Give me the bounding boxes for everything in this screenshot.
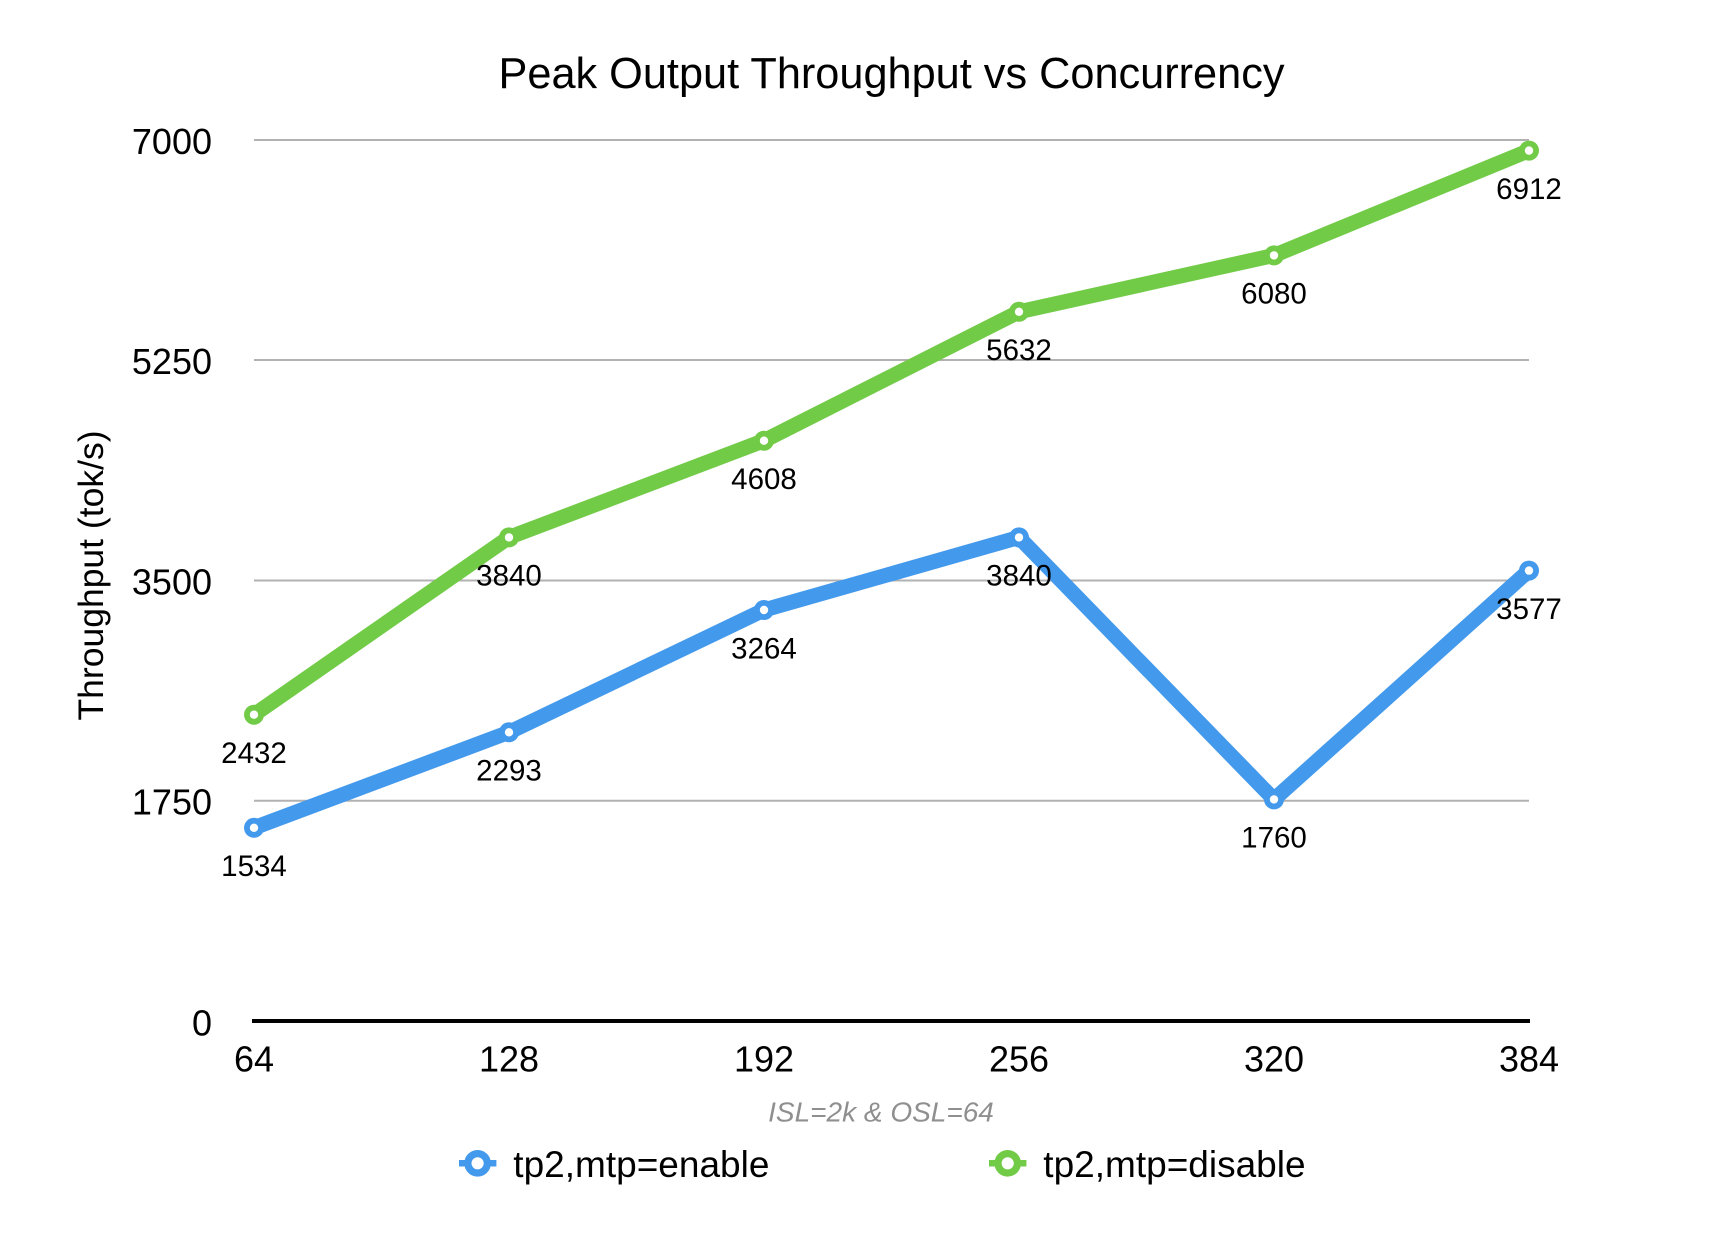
svg-text:2293: 2293 bbox=[476, 755, 542, 788]
svg-text:5250: 5250 bbox=[132, 341, 212, 382]
svg-text:64: 64 bbox=[234, 1039, 274, 1080]
svg-text:tp2,mtp=disable: tp2,mtp=disable bbox=[1043, 1144, 1305, 1185]
svg-text:7000: 7000 bbox=[132, 121, 212, 162]
svg-text:384: 384 bbox=[1499, 1039, 1559, 1080]
svg-text:1760: 1760 bbox=[1241, 822, 1307, 855]
svg-text:Peak Output Throughput vs Conc: Peak Output Throughput vs Concurrency bbox=[499, 49, 1285, 98]
svg-text:6080: 6080 bbox=[1241, 278, 1307, 311]
svg-text:5632: 5632 bbox=[986, 334, 1052, 367]
svg-text:4608: 4608 bbox=[731, 463, 797, 496]
svg-text:128: 128 bbox=[479, 1039, 539, 1080]
svg-text:3577: 3577 bbox=[1496, 593, 1562, 626]
svg-text:192: 192 bbox=[734, 1039, 794, 1080]
svg-text:Throughput (tok/s): Throughput (tok/s) bbox=[71, 430, 111, 720]
svg-text:2432: 2432 bbox=[221, 737, 287, 770]
svg-text:6912: 6912 bbox=[1496, 173, 1562, 206]
svg-text:ISL=2k & OSL=64: ISL=2k & OSL=64 bbox=[768, 1097, 994, 1128]
svg-text:1534: 1534 bbox=[221, 850, 287, 883]
svg-text:3840: 3840 bbox=[986, 560, 1052, 593]
svg-text:3264: 3264 bbox=[731, 632, 797, 665]
svg-text:0: 0 bbox=[192, 1002, 212, 1043]
svg-text:320: 320 bbox=[1244, 1039, 1304, 1080]
svg-text:3500: 3500 bbox=[132, 561, 212, 602]
svg-text:1750: 1750 bbox=[132, 782, 212, 823]
svg-text:tp2,mtp=enable: tp2,mtp=enable bbox=[513, 1144, 769, 1185]
svg-text:3840: 3840 bbox=[476, 560, 542, 593]
svg-text:256: 256 bbox=[989, 1039, 1049, 1080]
